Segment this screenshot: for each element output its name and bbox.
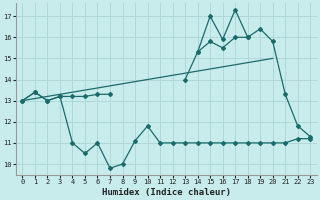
X-axis label: Humidex (Indice chaleur): Humidex (Indice chaleur) xyxy=(102,188,231,197)
